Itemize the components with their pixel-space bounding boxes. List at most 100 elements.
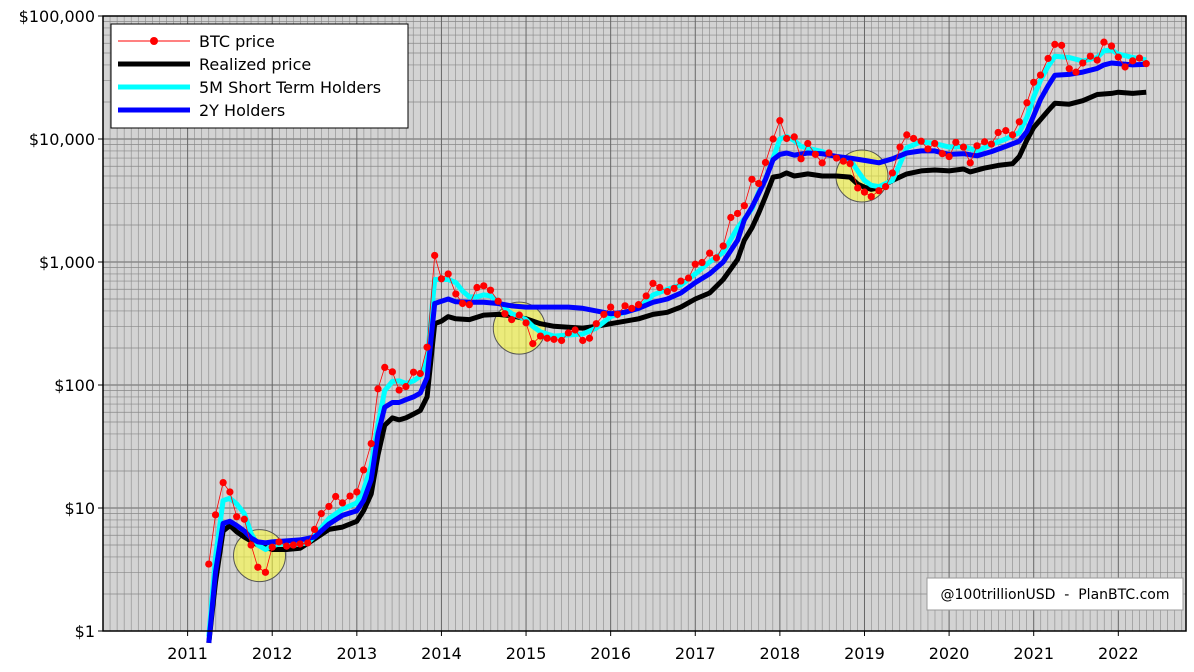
btc-price-point (938, 150, 946, 158)
x-tick-label: 2013 (336, 644, 377, 663)
btc-price-point (987, 140, 995, 148)
btc-price-point (1121, 63, 1129, 71)
btc-price-point (1044, 54, 1052, 63)
btc-price-point (367, 439, 375, 448)
btc-price-point (924, 145, 932, 153)
btc-price-point (740, 202, 748, 210)
btc-price-point (832, 154, 841, 162)
btc-price-point (501, 310, 509, 318)
x-tick-label: 2019 (844, 644, 885, 663)
legend-item-btc: BTC price (118, 32, 275, 51)
btc-price-point (423, 343, 431, 351)
btc-price-point (381, 363, 389, 372)
credit-background (926, 577, 1184, 611)
y-tick-label: $10,000 (29, 130, 95, 149)
legend-label-sth: 5M Short Term Holders (199, 78, 381, 97)
btc-price-point (825, 149, 833, 157)
btc-price-point (875, 187, 883, 195)
x-tick-label: 2020 (929, 644, 970, 663)
btc-price-point (261, 568, 270, 576)
btc-price-point (486, 286, 495, 294)
btc-price-point (211, 511, 220, 519)
btc-price-point (882, 183, 890, 191)
btc-price-point (677, 277, 685, 285)
btc-price-point (761, 158, 770, 167)
btc-price-point (353, 488, 361, 496)
legend: BTC price Realized price 5M Short Term H… (110, 23, 409, 129)
btc-price-point (846, 160, 854, 168)
btc-price-point (409, 368, 418, 376)
btc-price-point (592, 320, 600, 328)
btc-price-point (628, 304, 636, 312)
btc-price-point (283, 542, 291, 550)
btc-price-point (684, 274, 693, 282)
btc-price-point (458, 299, 467, 308)
btc-price-point (670, 284, 678, 293)
legend-item-sth: 5M Short Term Holders (118, 78, 381, 97)
btc-price-point (1114, 53, 1122, 61)
series-line-realized (206, 89, 1147, 644)
y-tick-label: $100 (54, 376, 95, 395)
btc-price-point (205, 560, 213, 568)
legend-item-realized: Realized price (118, 55, 311, 74)
btc-price-point (579, 336, 587, 345)
btc-price-point (818, 159, 826, 167)
btc-price-point (621, 302, 629, 310)
y-tick-label: $10 (64, 499, 95, 518)
btc-price-point (325, 502, 333, 511)
btc-price-point (691, 260, 699, 268)
btc-price-point (1086, 52, 1094, 60)
btc-price-point (465, 301, 473, 309)
btc-price-point (945, 152, 953, 161)
credit-text: @100trillionUSD - PlanBTC.com (941, 587, 1170, 603)
btc-price-point (727, 213, 735, 222)
x-axis: 2011 2012 2013 2014 2015 2016 2017 2018 2019 2020… (167, 631, 1139, 663)
btc-price-point (649, 279, 657, 287)
btc-price-point (1100, 38, 1108, 46)
btc-price-point (917, 137, 925, 145)
legend-swatch-btc-dot (150, 37, 158, 45)
series-group (205, 38, 1150, 644)
btc-price-point (896, 143, 904, 151)
btc-price-point (698, 258, 706, 267)
btc-price-point (494, 297, 502, 305)
btc-price-point (642, 292, 650, 300)
btc-price-point (233, 513, 241, 521)
btc-price-point (663, 287, 671, 296)
legend-item-lth: 2Y Holders (118, 101, 285, 120)
btc-price-point (959, 143, 968, 151)
btc-price-point (888, 169, 897, 177)
x-tick-label: 2016 (590, 644, 631, 663)
btc-price-point (854, 184, 862, 192)
btc-price-point (226, 488, 234, 496)
btc-price-point (296, 540, 304, 548)
btc-price-point (981, 138, 989, 146)
legend-label-lth: 2Y Holders (199, 101, 285, 120)
x-tick-label: 2017 (675, 644, 716, 663)
btc-price-point (550, 335, 558, 343)
legend-label-realized: Realized price (199, 55, 311, 74)
btc-price-point (275, 538, 283, 546)
btc-price-point (332, 492, 340, 501)
btc-price-point (839, 157, 847, 165)
btc-price-point (564, 329, 572, 337)
btc-price-point (867, 193, 875, 201)
btc-price-point (706, 249, 714, 257)
btc-price-point (811, 150, 820, 158)
btc-price-point (289, 541, 297, 549)
btc-price-point (310, 525, 319, 533)
btc-price-point (755, 179, 763, 188)
btc-price-point (304, 539, 312, 547)
btc-price-point (529, 340, 537, 348)
btc-price-point (712, 254, 721, 262)
btc-price-point (1107, 42, 1116, 50)
btc-price-point (1015, 118, 1023, 126)
btc-price-point (416, 369, 424, 378)
btc-price-point (909, 134, 918, 143)
btc-price-point (994, 128, 1002, 137)
btc-price-point (374, 385, 382, 393)
btc-price-point (1008, 131, 1017, 139)
btc-price-point (557, 336, 566, 345)
btc-price-point (790, 133, 798, 141)
